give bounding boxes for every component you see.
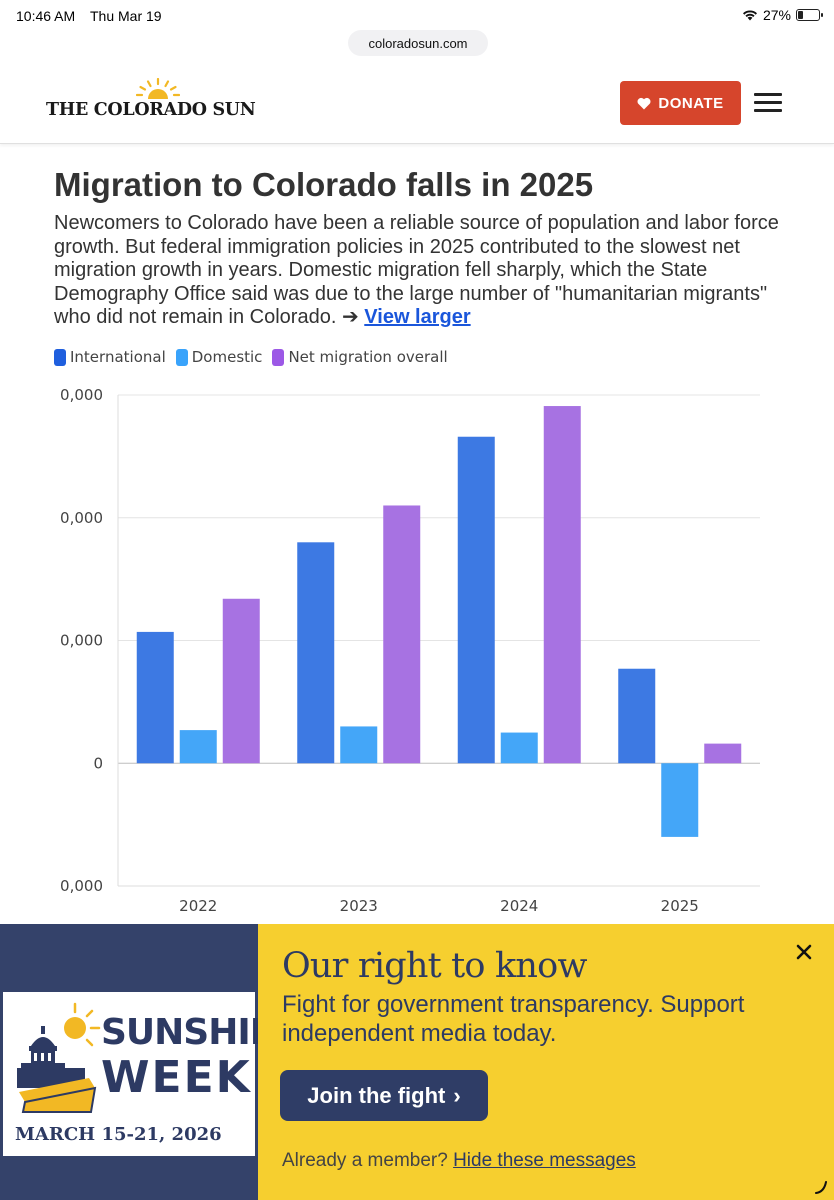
status-date: Thu Mar 19 [90, 8, 162, 24]
legend-item-domestic[interactable]: Domestic [175, 348, 263, 366]
legend-swatch [175, 348, 188, 366]
migration-bar-chart: 0,000 0,000 0,000 0 0,000 2022 2023 2024 2025 [60, 386, 760, 915]
hamburger-menu-icon[interactable] [754, 93, 782, 115]
resize-handle-icon [815, 1181, 827, 1194]
legend-label: Domestic [191, 348, 263, 366]
capitol-sun-icon [17, 1002, 101, 1113]
bar-domestic-2022[interactable] [179, 730, 217, 764]
donate-label: DONATE [658, 94, 724, 112]
description-text: Newcomers to Colorado have been a reliab… [54, 212, 779, 328]
x-tick-label: 2023 [340, 897, 378, 915]
member-prompt: Already a member? Hide these messages [282, 1150, 636, 1172]
x-tick-label: 2024 [500, 897, 538, 915]
wifi-icon [742, 10, 757, 21]
site-logo[interactable]: THE COLORADO SUN [46, 78, 256, 126]
join-label: Join the fight [307, 1082, 446, 1108]
site-header: THE COLORADO SUN DONATE [0, 60, 834, 144]
legend-item-net-migration[interactable]: Net migration overall [272, 348, 448, 366]
bar-international-2022[interactable] [136, 631, 174, 764]
page-title: Migration to Colorado falls in 2025 [54, 166, 594, 203]
sunshine-logo-line2: WEEK [101, 1052, 252, 1103]
sunshine-week-banner: SUNSHINE® WEEK MARCH 15-21, 2026 Our rig… [0, 924, 834, 1200]
close-icon[interactable] [794, 942, 814, 962]
logo-text: THE COLORADO SUN [46, 100, 256, 120]
y-tick-label: 0,000 [60, 632, 103, 650]
bar-net-migration-overall-2025[interactable] [704, 743, 742, 764]
article-description: Newcomers to Colorado have been a reliab… [54, 212, 794, 330]
legend-swatch [54, 348, 66, 366]
battery-level [798, 11, 803, 19]
bar-domestic-2025[interactable] [661, 763, 699, 837]
bar-international-2025[interactable] [618, 668, 656, 764]
banner-message-panel: Our right to know Fight for government t… [258, 924, 834, 1200]
banner-subtext: Fight for government transparency. Suppo… [282, 991, 745, 1047]
arrow-icon: ➔ [341, 306, 359, 328]
status-time: 10:46 AM [16, 8, 76, 24]
banner-logo-panel: SUNSHINE® WEEK MARCH 15-21, 2026 [0, 924, 313, 1200]
sunshine-logo-dates: MARCH 15-21, 2026 [15, 1124, 222, 1145]
status-right: 27% [742, 7, 823, 23]
bar-international-2024[interactable] [457, 436, 495, 764]
y-tick-label: 0,000 [60, 386, 103, 404]
legend-swatch [272, 348, 285, 366]
bar-international-2023[interactable] [297, 542, 335, 764]
chevron-right-icon: › [453, 1082, 461, 1108]
sunshine-week-logo: SUNSHINE® WEEK MARCH 15-21, 2026 [3, 992, 313, 1156]
bar-net-migration-overall-2024[interactable] [543, 406, 581, 764]
sun-icon [136, 78, 180, 99]
bar-net-migration-overall-2023[interactable] [383, 505, 421, 764]
url-bar[interactable]: coloradosun.com [348, 30, 488, 56]
battery-percent: 27% [762, 7, 791, 23]
member-text: Already a member? [282, 1150, 448, 1171]
hide-messages-link[interactable]: Hide these messages [453, 1150, 636, 1171]
chart-legend: International Domestic Net migration ove… [54, 348, 448, 366]
y-tick-label: 0,000 [60, 509, 103, 527]
heart-icon [637, 97, 651, 109]
legend-label: Net migration overall [288, 348, 448, 366]
legend-item-international[interactable]: International [54, 348, 166, 366]
y-tick-label: 0 [93, 754, 103, 772]
x-tick-label: 2022 [179, 897, 217, 915]
x-tick-label: 2025 [661, 897, 699, 915]
battery-icon [796, 9, 823, 21]
join-the-fight-button[interactable]: Join the fight › [280, 1070, 488, 1121]
bar-domestic-2024[interactable] [500, 732, 538, 764]
donate-button[interactable]: DONATE [620, 81, 741, 125]
y-tick-label: 0,000 [60, 877, 103, 895]
bar-net-migration-overall-2022[interactable] [222, 598, 260, 764]
legend-label: International [70, 348, 166, 366]
view-larger-link[interactable]: View larger [364, 306, 471, 328]
banner-headline: Our right to know [282, 946, 587, 986]
bar-domestic-2023[interactable] [340, 726, 378, 764]
status-bar: 10:46 AM Thu Mar 19 27% [0, 0, 834, 32]
